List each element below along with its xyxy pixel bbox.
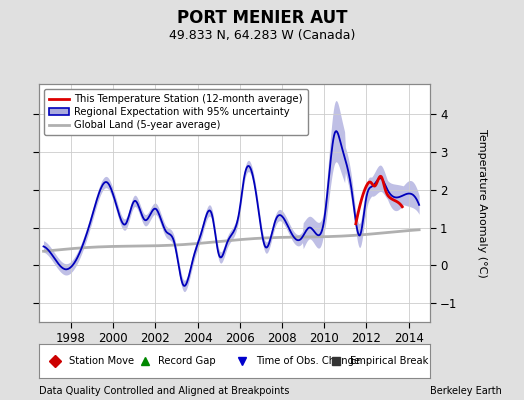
Text: Time of Obs. Change: Time of Obs. Change [256, 356, 360, 366]
Text: Empirical Break: Empirical Break [350, 356, 428, 366]
Text: Record Gap: Record Gap [158, 356, 216, 366]
Legend: This Temperature Station (12-month average), Regional Expectation with 95% uncer: This Temperature Station (12-month avera… [45, 89, 308, 135]
Text: Station Move: Station Move [69, 356, 134, 366]
Text: Berkeley Earth: Berkeley Earth [430, 386, 501, 396]
Text: 49.833 N, 64.283 W (Canada): 49.833 N, 64.283 W (Canada) [169, 29, 355, 42]
Y-axis label: Temperature Anomaly (°C): Temperature Anomaly (°C) [477, 129, 487, 277]
Text: Data Quality Controlled and Aligned at Breakpoints: Data Quality Controlled and Aligned at B… [39, 386, 290, 396]
Text: PORT MENIER AUT: PORT MENIER AUT [177, 9, 347, 27]
